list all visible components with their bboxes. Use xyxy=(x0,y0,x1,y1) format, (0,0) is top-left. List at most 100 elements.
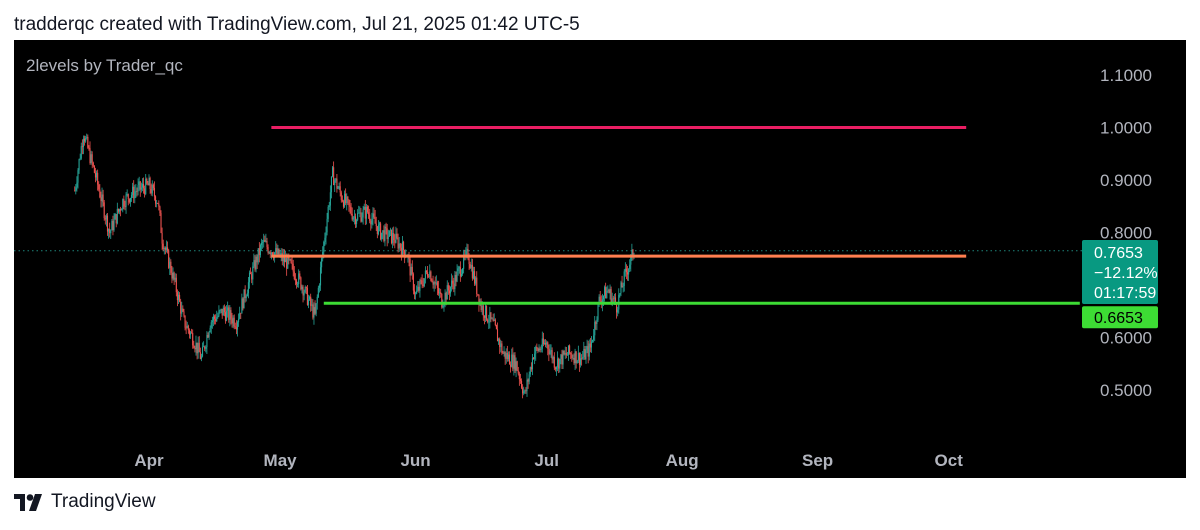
candle-body xyxy=(130,194,133,198)
candle-body xyxy=(630,255,632,265)
candle-body xyxy=(106,215,109,232)
candle-body xyxy=(97,172,99,185)
candle-body xyxy=(547,342,549,349)
candle-body xyxy=(82,138,84,148)
candle-body xyxy=(113,219,115,231)
candle-body xyxy=(229,310,231,320)
candle-body xyxy=(474,271,476,284)
candle-body xyxy=(93,165,95,173)
candle-body xyxy=(380,223,382,240)
candle-body xyxy=(616,304,618,313)
y-tick-label-4: 0.6000 xyxy=(1100,329,1152,348)
candle-body xyxy=(625,268,627,273)
candle-body xyxy=(374,217,376,224)
candle-body xyxy=(222,307,224,316)
candle-body xyxy=(306,288,308,305)
candle-body xyxy=(329,192,331,206)
candle-body xyxy=(542,338,544,344)
candle-body xyxy=(435,282,437,284)
candle-body xyxy=(480,301,482,310)
candle-body xyxy=(575,351,577,364)
candle-body xyxy=(232,317,234,324)
candle-body xyxy=(626,272,629,275)
candle-body xyxy=(425,270,428,273)
candle-body xyxy=(506,352,508,359)
candle-body xyxy=(560,354,562,359)
candle-body xyxy=(196,342,198,354)
bar-countdown: 01:17:59 xyxy=(1094,285,1156,302)
candle-body xyxy=(184,315,186,328)
candle-body xyxy=(307,299,310,305)
candle-body xyxy=(487,319,489,323)
candle-body xyxy=(364,206,366,219)
candle-body xyxy=(441,293,443,308)
candle-body xyxy=(282,255,284,262)
candle-body xyxy=(522,387,524,394)
candle-body xyxy=(197,342,199,354)
candle-body xyxy=(476,277,478,294)
candle-body xyxy=(565,352,567,356)
candle-body xyxy=(631,249,633,256)
candle-body xyxy=(206,335,208,348)
candle-body xyxy=(412,274,414,291)
candle-body xyxy=(227,307,229,311)
support-price-value: 0.6653 xyxy=(1094,310,1143,327)
candle-body xyxy=(136,191,138,192)
candle-body xyxy=(517,370,519,374)
candle-body xyxy=(423,278,425,286)
candle-body xyxy=(554,367,556,370)
candle-body xyxy=(363,206,365,210)
candle-body xyxy=(283,255,286,263)
candle-body xyxy=(397,237,399,249)
candle-body xyxy=(327,206,329,219)
candle-body xyxy=(108,229,110,232)
candle-body xyxy=(151,184,153,194)
price-chart[interactable]: 1.1000 1.0000 0.9000 0.8000 0.6000 0.5000 Apr M… xyxy=(14,40,1186,478)
candle-body xyxy=(513,355,515,369)
candle-body xyxy=(161,232,163,244)
candle-body xyxy=(555,367,558,370)
candle-body xyxy=(535,347,537,354)
candle-body xyxy=(510,364,512,367)
candle-body xyxy=(104,218,106,220)
y-tick-label-2: 0.9000 xyxy=(1100,171,1152,190)
candle-body xyxy=(137,185,139,192)
candle-body xyxy=(301,286,303,290)
candle-body xyxy=(271,252,274,256)
candle-body xyxy=(239,312,241,319)
candle-body xyxy=(452,280,454,284)
candle-body xyxy=(268,252,270,254)
candle-body xyxy=(255,256,257,270)
candle-body xyxy=(149,178,151,189)
candle-body xyxy=(139,181,141,190)
candle-body xyxy=(566,354,568,356)
candle-body xyxy=(328,205,330,207)
candle-body xyxy=(366,206,369,213)
candle-body xyxy=(172,272,174,279)
candle-body xyxy=(275,248,277,253)
candle-body xyxy=(248,272,251,283)
candle-body xyxy=(419,280,421,291)
candle-body xyxy=(507,354,509,359)
candle-body xyxy=(420,280,422,282)
candle-body xyxy=(594,321,596,336)
candle-body xyxy=(368,212,370,215)
candle-body xyxy=(415,293,417,295)
candle-body xyxy=(302,286,304,296)
candle-body xyxy=(492,318,494,322)
candle-body xyxy=(491,318,493,320)
candle-body xyxy=(624,268,626,272)
candle-body xyxy=(370,220,372,225)
candle-body xyxy=(126,194,128,195)
candle-body xyxy=(133,186,135,199)
candle-body xyxy=(350,206,352,214)
candle-body xyxy=(571,354,573,359)
candle-body xyxy=(427,272,429,277)
candle-body xyxy=(375,223,377,227)
candle-body xyxy=(100,197,102,202)
candle-body xyxy=(558,358,560,369)
study-legend-label[interactable]: 2levels by Trader_qc xyxy=(26,56,183,75)
candle-body xyxy=(501,343,503,354)
candle-body xyxy=(214,316,216,319)
chart-panel[interactable]: 1.1000 1.0000 0.9000 0.8000 0.6000 0.5000 Apr M… xyxy=(14,40,1186,478)
